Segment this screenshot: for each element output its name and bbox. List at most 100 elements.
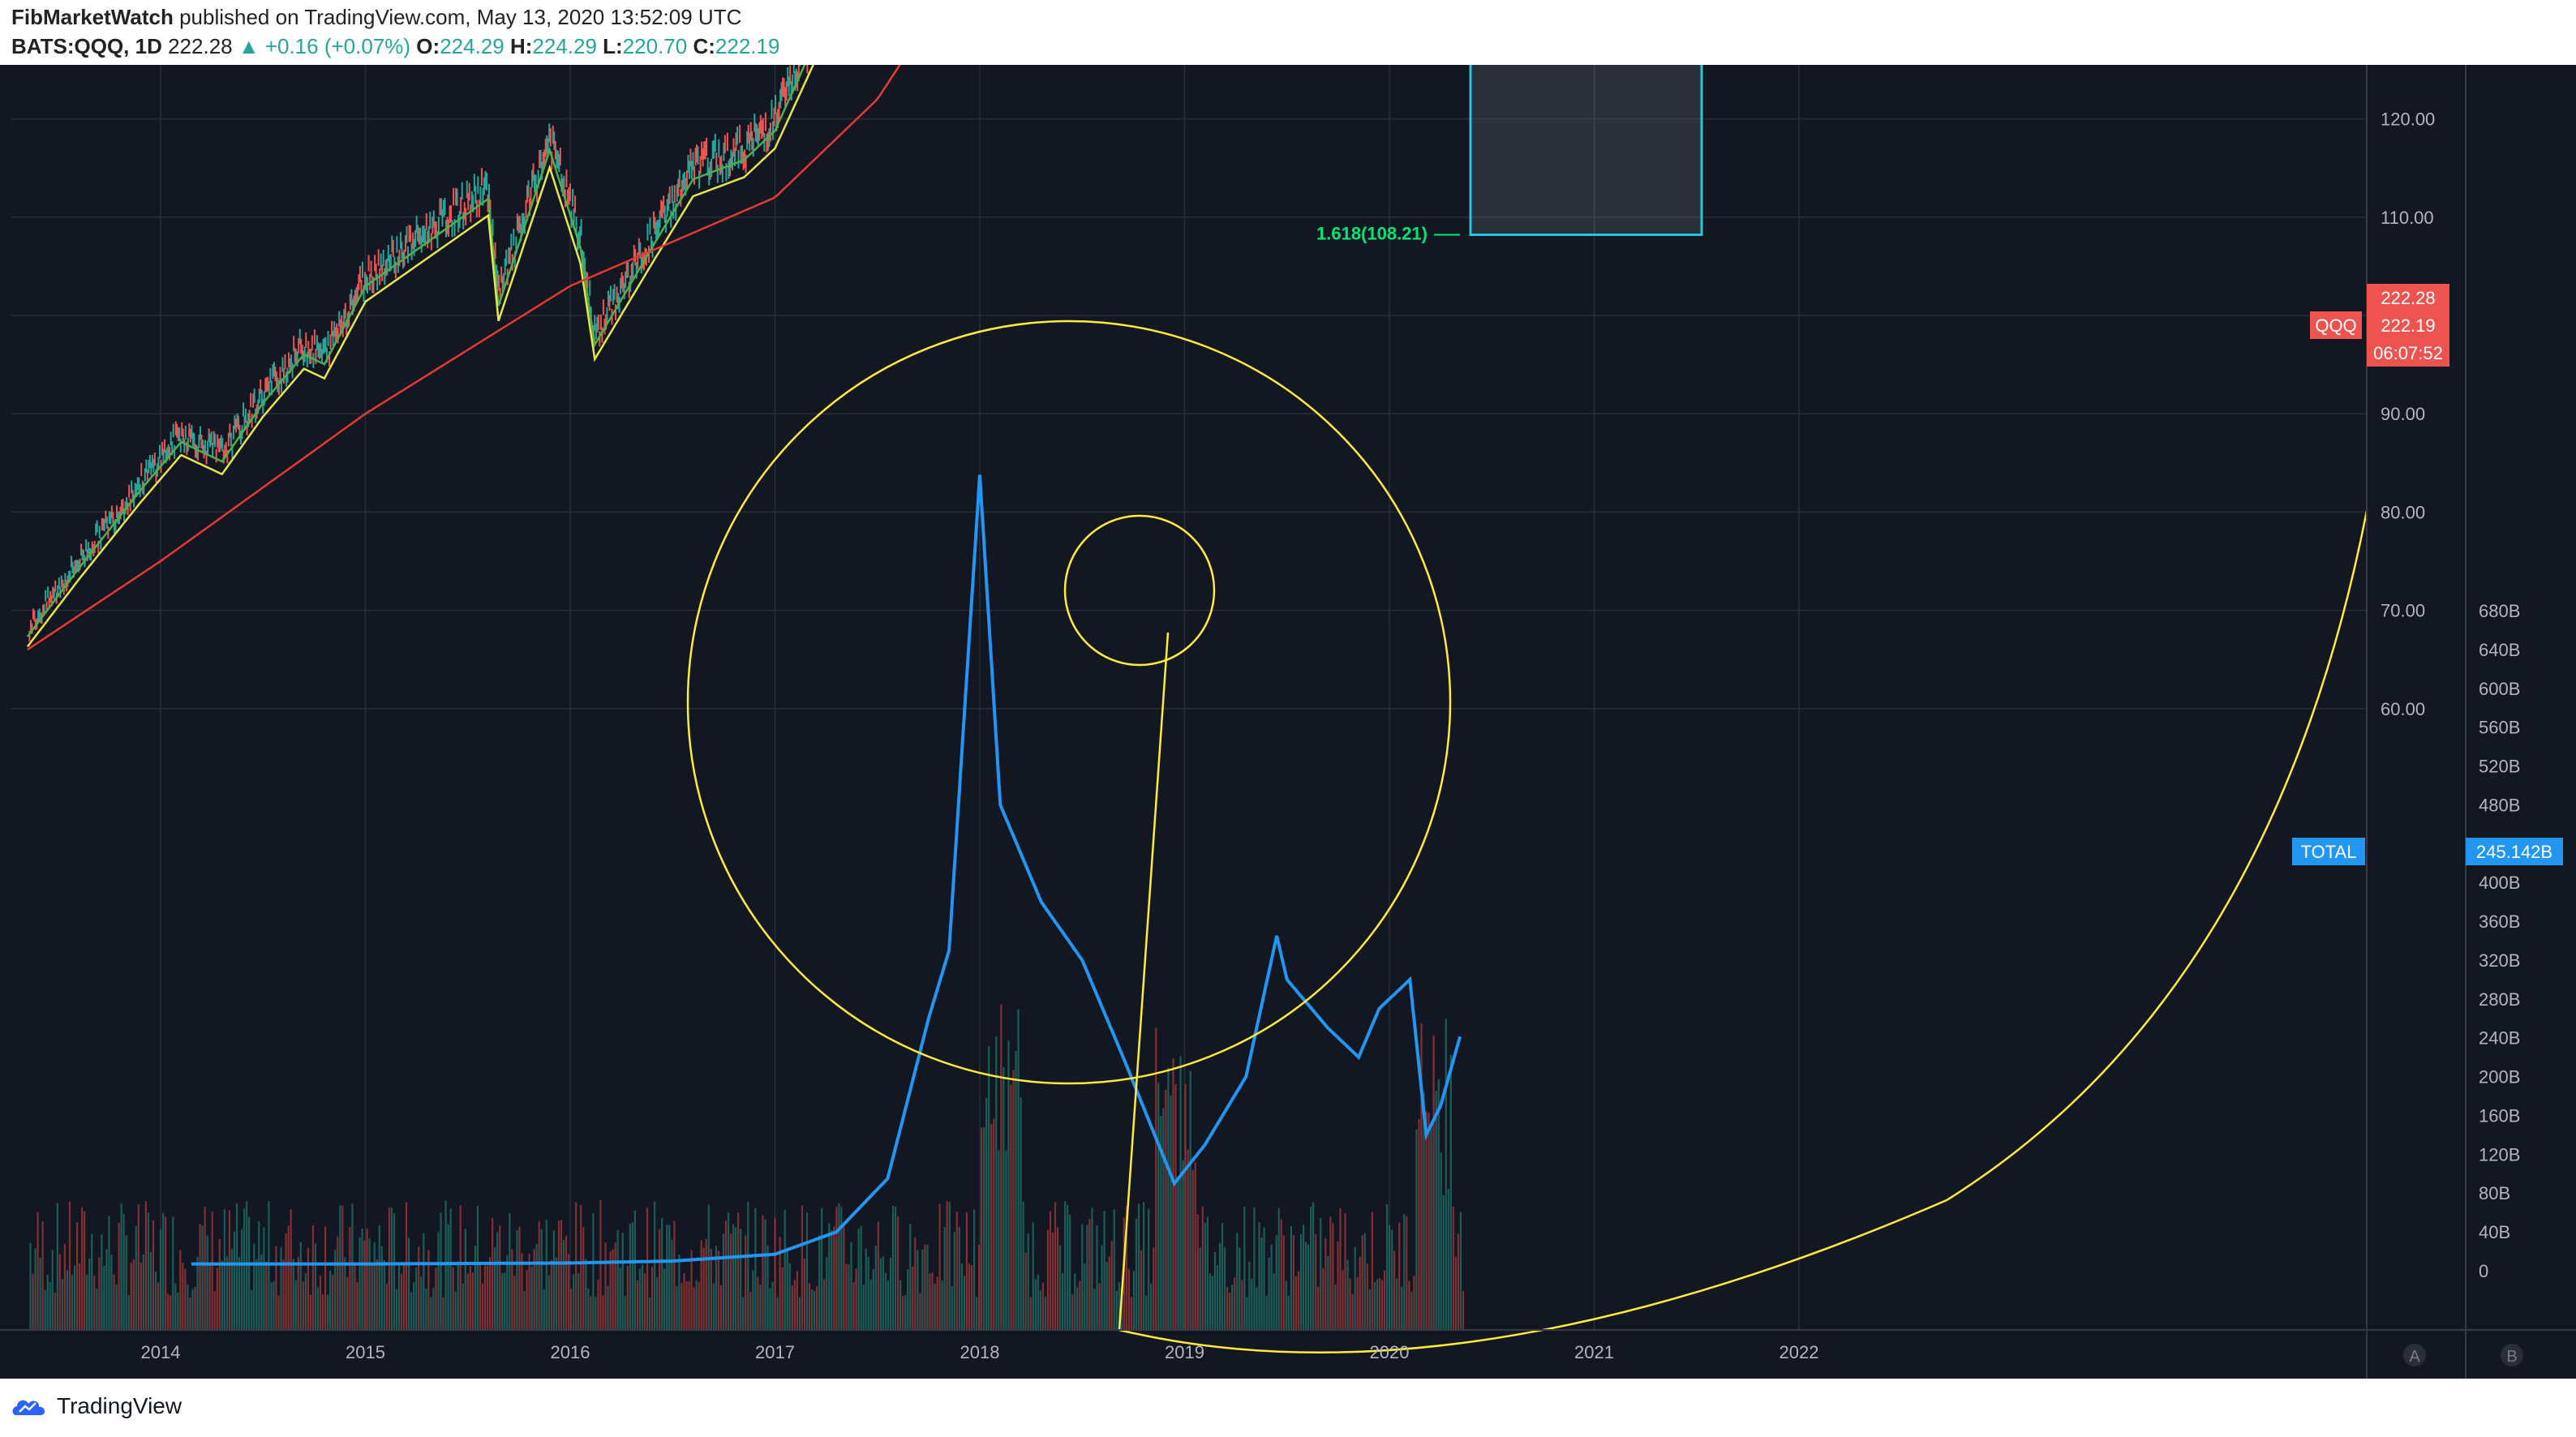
volume-bar xyxy=(862,1284,865,1330)
volume-bar xyxy=(1022,1201,1024,1330)
volume-bar xyxy=(668,1225,671,1330)
volume-bar xyxy=(427,1250,430,1330)
volume-bar xyxy=(174,1283,177,1330)
volume-bar xyxy=(1130,1297,1133,1330)
volume-bar xyxy=(1051,1232,1054,1330)
volume-bar xyxy=(321,1294,324,1330)
volume-bar xyxy=(149,1251,152,1330)
volume-bar xyxy=(1243,1207,1246,1330)
volume-bar xyxy=(754,1208,757,1330)
volume-bar xyxy=(516,1229,518,1330)
volume-bar xyxy=(41,1221,44,1330)
volume-bar xyxy=(113,1274,115,1330)
volume-bar xyxy=(1165,1089,1167,1330)
volume-bar xyxy=(86,1274,88,1330)
volume-bar xyxy=(108,1216,110,1330)
volume-bar xyxy=(1459,1212,1462,1330)
volume-bar xyxy=(248,1216,251,1330)
volume-bar xyxy=(1194,1162,1196,1330)
symbol-label[interactable]: BATS:QQQ, 1D xyxy=(11,34,162,58)
volume-bar xyxy=(408,1238,410,1330)
volume-bar xyxy=(1403,1214,1406,1330)
fib-level-label: 1.618(108.21) xyxy=(1316,223,1428,243)
volume-bar xyxy=(707,1204,710,1330)
volume-bar xyxy=(801,1205,804,1330)
volume-bar xyxy=(506,1255,509,1330)
last-price-badge-text: 222.28 xyxy=(2381,288,2435,308)
volume-bar xyxy=(154,1272,157,1330)
volume-bar xyxy=(1153,1247,1155,1330)
volume-bar xyxy=(995,1036,998,1330)
volume-bar xyxy=(656,1276,659,1330)
volume-bar xyxy=(850,1242,852,1330)
volume-bar xyxy=(1079,1280,1081,1330)
volume-bar xyxy=(402,1263,406,1330)
volume-bar xyxy=(1385,1204,1389,1330)
volume-bar xyxy=(1037,1274,1039,1330)
volume-bar xyxy=(1241,1280,1243,1330)
volume-bar xyxy=(1425,1111,1428,1330)
volume-bar xyxy=(304,1272,307,1330)
volume-bar xyxy=(196,1257,199,1330)
volume-bar xyxy=(975,1297,978,1330)
volume-bar xyxy=(869,1280,872,1330)
volume-bar xyxy=(633,1210,636,1330)
volume-bar xyxy=(745,1235,747,1330)
volume-bar xyxy=(1155,1027,1157,1330)
volume-bar xyxy=(496,1232,499,1330)
volume-bar xyxy=(385,1284,388,1330)
volume-bar xyxy=(993,1118,995,1330)
volume-bar xyxy=(779,1237,781,1330)
volume-bar xyxy=(1062,1272,1064,1330)
projection-zone xyxy=(1469,65,1703,236)
volume-bar xyxy=(383,1259,385,1330)
volume-bar xyxy=(1029,1297,1032,1330)
volume-bar xyxy=(1368,1289,1371,1330)
author-name[interactable]: FibMarketWatch xyxy=(11,5,174,29)
price-change: ▲ +0.16 (+0.07%) xyxy=(238,34,411,58)
volume-bar xyxy=(187,1284,189,1330)
volume-bar xyxy=(981,1127,983,1330)
volume-bar xyxy=(73,1265,76,1330)
volume-bar xyxy=(476,1205,479,1330)
volume-bar xyxy=(717,1250,719,1330)
open-label: O: xyxy=(416,34,440,58)
volume-bar xyxy=(201,1225,204,1330)
last-price: 222.28 xyxy=(168,34,233,58)
chart-canvas[interactable]: 0.382(199.79)1.618(182.30)1(154.00)1.618… xyxy=(0,65,2576,1379)
close-value: 222.19 xyxy=(715,34,780,58)
total-tick-label: 680B xyxy=(2479,601,2520,621)
volume-bar xyxy=(1410,1291,1413,1330)
volume-bar xyxy=(1041,1282,1044,1330)
tradingview-logo[interactable]: TradingView xyxy=(11,1393,182,1419)
volume-bar xyxy=(1462,1291,1465,1330)
volume-bar xyxy=(1076,1287,1079,1330)
volume-bar xyxy=(1034,1279,1037,1330)
volume-bar xyxy=(432,1288,435,1330)
volume-bar xyxy=(1039,1290,1041,1330)
ohlc-line: BATS:QQQ, 1D 222.28 ▲ +0.16 (+0.07%) O: 2… xyxy=(11,34,779,59)
volume-bar xyxy=(511,1249,513,1330)
total-value-text: 245.142B xyxy=(2476,842,2552,862)
volume-bar xyxy=(361,1229,363,1330)
volume-bar xyxy=(592,1212,595,1330)
total-tick-label: 360B xyxy=(2479,912,2520,932)
volume-bar xyxy=(273,1280,275,1330)
volume-bar xyxy=(483,1265,487,1330)
volume-bar xyxy=(36,1212,39,1330)
scale-b-button[interactable] xyxy=(2501,1344,2523,1366)
auto-scale-button[interactable] xyxy=(2403,1344,2426,1366)
volume-bar xyxy=(865,1248,867,1330)
volume-bar xyxy=(319,1276,322,1330)
volume-bar xyxy=(1273,1273,1275,1330)
volume-bar xyxy=(255,1259,258,1330)
volume-bar xyxy=(907,1268,909,1330)
volume-bar xyxy=(712,1283,715,1330)
auto-scale-label: A xyxy=(2409,1348,2420,1366)
volume-bar xyxy=(1449,1054,1452,1330)
volume-bar xyxy=(693,1287,695,1330)
volume-bar xyxy=(75,1222,79,1330)
volume-bar xyxy=(486,1265,489,1330)
volume-bar xyxy=(1388,1225,1391,1330)
volume-bar xyxy=(518,1226,521,1330)
